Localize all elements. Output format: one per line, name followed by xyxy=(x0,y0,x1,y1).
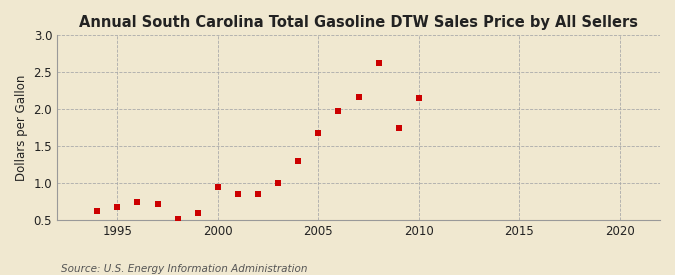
Point xyxy=(373,61,384,66)
Point xyxy=(273,181,284,185)
Point xyxy=(333,109,344,114)
Point xyxy=(232,191,243,196)
Point xyxy=(152,202,163,206)
Text: Source: U.S. Energy Information Administration: Source: U.S. Energy Information Administ… xyxy=(61,264,307,274)
Point xyxy=(252,191,263,196)
Point xyxy=(172,217,183,222)
Point xyxy=(92,209,103,213)
Point xyxy=(293,159,304,163)
Point xyxy=(213,185,223,189)
Point xyxy=(192,211,203,215)
Point xyxy=(394,125,404,130)
Title: Annual South Carolina Total Gasoline DTW Sales Price by All Sellers: Annual South Carolina Total Gasoline DTW… xyxy=(79,15,638,30)
Point xyxy=(132,200,143,205)
Point xyxy=(112,205,123,209)
Point xyxy=(353,95,364,99)
Y-axis label: Dollars per Gallon: Dollars per Gallon xyxy=(15,75,28,181)
Point xyxy=(413,96,424,100)
Point xyxy=(313,131,324,135)
